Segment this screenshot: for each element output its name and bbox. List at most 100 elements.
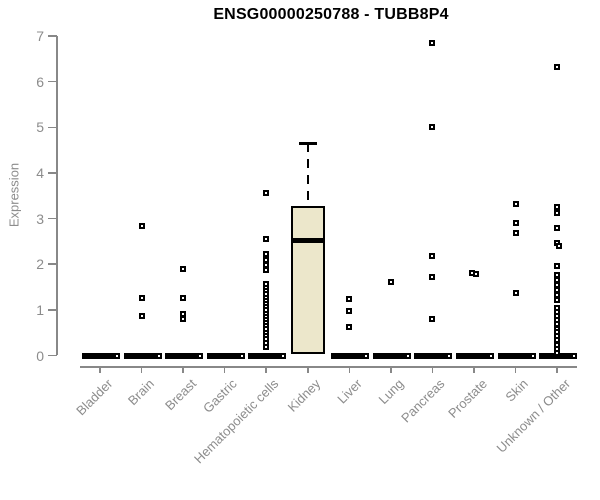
data-point (512, 219, 519, 226)
zero-box (82, 352, 118, 359)
x-axis-label: Gastric (200, 376, 241, 416)
data-point (263, 235, 270, 242)
x-axis-label: Kidney (284, 376, 324, 415)
kidney-upper-whisker (306, 143, 309, 206)
data-point (138, 294, 145, 301)
data-point (554, 350, 561, 357)
data-point (556, 242, 563, 249)
y-axis-tick-label: 7 (36, 28, 44, 45)
x-axis-tick (182, 366, 184, 373)
data-point (554, 291, 561, 298)
data-point (138, 223, 145, 230)
data-point (263, 251, 270, 258)
x-axis-label: Unknown / Other (493, 376, 573, 456)
data-point (429, 40, 436, 47)
y-axis-tick-label: 2 (36, 256, 44, 273)
kidney-whisker-cap (298, 142, 317, 145)
data-point (138, 312, 145, 319)
x-axis-tick (307, 366, 309, 373)
chart-title: ENSG00000250788 - TUBB8P4 (213, 6, 449, 23)
kidney-median-line (292, 237, 323, 243)
y-axis-tick-label: 6 (36, 73, 44, 90)
x-axis-line (80, 366, 577, 368)
y-axis-tick-label: 0 (36, 347, 44, 364)
data-point (554, 277, 561, 284)
zero-outlier-point (487, 352, 494, 359)
x-axis-tick (99, 366, 101, 373)
data-point (429, 253, 436, 260)
data-point (263, 256, 270, 263)
zero-outlier-point (197, 352, 204, 359)
data-point (554, 262, 561, 269)
zero-box (206, 352, 243, 359)
zero-outlier-point (238, 352, 245, 359)
data-point (512, 229, 519, 236)
zero-outlier-point (280, 352, 287, 359)
data-point (512, 200, 519, 207)
data-point (263, 266, 270, 273)
data-point (387, 279, 394, 286)
x-axis-tick (556, 366, 558, 373)
x-axis-tick (265, 366, 267, 373)
y-axis-tick (47, 172, 57, 174)
data-point (472, 271, 479, 278)
zero-box (123, 352, 160, 359)
x-axis-label: Bladder (73, 376, 116, 419)
data-point (346, 307, 353, 314)
y-axis-tick (47, 217, 57, 220)
zero-box (248, 352, 285, 359)
x-axis-label: Liver (334, 376, 365, 407)
data-point (554, 286, 561, 293)
data-point (180, 315, 187, 322)
zero-box (455, 352, 492, 359)
x-axis-tick (223, 366, 226, 373)
y-axis-tick-label: 1 (36, 301, 44, 318)
data-point (429, 274, 436, 281)
zero-outlier-point (155, 352, 162, 359)
y-axis-tick (47, 263, 57, 265)
data-point (554, 63, 561, 70)
x-axis-label: Brain (125, 376, 158, 409)
x-axis-label: Lung (375, 376, 407, 408)
kidney-box (290, 205, 325, 355)
x-axis-tick (431, 366, 434, 373)
y-axis-tick (47, 309, 57, 311)
x-axis-tick (514, 366, 517, 373)
data-point (263, 190, 270, 197)
data-point (263, 344, 270, 351)
y-axis-tick-label: 5 (36, 119, 44, 136)
zero-outlier-point (446, 352, 453, 359)
data-point (554, 210, 561, 217)
x-axis-label: Breast (161, 376, 199, 414)
y-axis-tick-label: 4 (36, 164, 44, 181)
data-point (554, 296, 561, 303)
y-axis-tick-label: 3 (36, 210, 44, 227)
y-axis-tick (47, 126, 57, 129)
data-point (554, 224, 561, 231)
zero-box (414, 352, 451, 359)
data-point (429, 124, 436, 131)
y-axis-tick (47, 354, 57, 357)
x-axis-tick (390, 366, 392, 373)
x-axis-label: Pancreas (398, 376, 448, 426)
y-axis-tick (47, 80, 57, 83)
data-point (180, 294, 187, 301)
x-axis-label: Prostate (444, 376, 490, 421)
x-axis-label: Skin (502, 376, 532, 405)
zero-box (497, 352, 534, 359)
data-point (346, 324, 353, 331)
data-point (554, 272, 561, 279)
x-axis-tick (473, 366, 475, 373)
zero-box (331, 352, 368, 359)
y-axis-tick (47, 35, 57, 37)
zero-outlier-point (529, 352, 536, 359)
data-point (429, 315, 436, 322)
x-axis-tick (140, 366, 143, 373)
data-point (512, 289, 519, 296)
zero-outlier-point (363, 352, 370, 359)
zero-outlier-point (404, 352, 411, 359)
zero-outlier-point (114, 352, 120, 359)
y-axis-line (56, 36, 58, 356)
data-point (554, 203, 561, 210)
